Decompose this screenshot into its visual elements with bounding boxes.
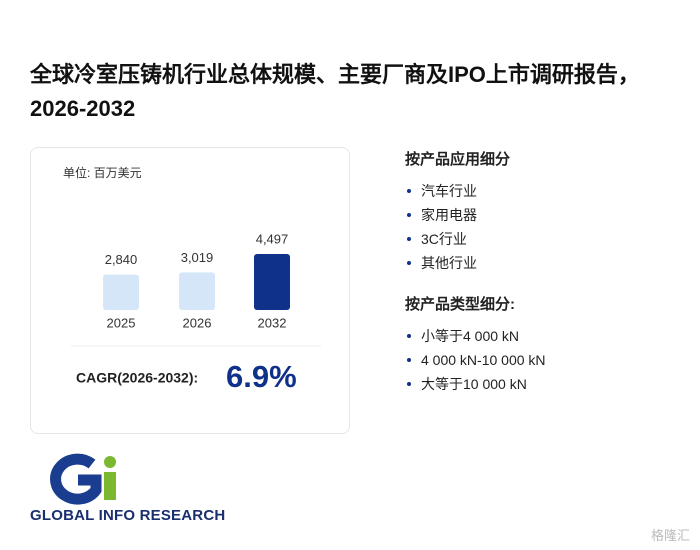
segment-item: 其他行业	[405, 251, 510, 275]
cagr-value: 6.9%	[226, 359, 297, 394]
segment: 按产品类型细分: 小等于4 000 kN 4 000 kN-10 000 kN 大等…	[405, 293, 546, 396]
logo-text: GLOBAL INFO RESEARCH	[30, 507, 226, 524]
value-label: 3,019	[181, 250, 214, 265]
segment-heading: 按产品类型细分:	[405, 296, 515, 313]
unit-label: 单位: 百万美元	[63, 165, 142, 180]
bar	[103, 274, 139, 310]
logo-g	[50, 453, 102, 505]
segment-list: 汽车行业 家用电器 3C行业 其他行业	[405, 179, 510, 275]
segment-heading: 按产品应用细分	[405, 151, 511, 168]
bar	[179, 272, 215, 310]
logo-graphic	[50, 453, 116, 505]
value-label: 4,497	[256, 231, 289, 246]
watermark: 格隆汇	[650, 528, 690, 543]
segment-item: 4 000 kN-10 000 kN	[405, 348, 546, 372]
logo-i	[104, 472, 116, 500]
logo-dot	[104, 456, 116, 468]
segment-item: 小等于4 000 kN	[405, 324, 546, 348]
bar	[254, 254, 290, 310]
category-label: 2025	[107, 315, 136, 330]
bar-chart: 单位: 百万美元 CAGR(2026-2032): 6.9% 2,840 2025…	[63, 165, 321, 394]
market-card: 单位: 百万美元 CAGR(2026-2032): 6.9% 2,840 2025…	[30, 147, 350, 434]
segment-item: 家用电器	[405, 203, 510, 227]
segment-item: 汽车行业	[405, 179, 510, 203]
segment-item: 大等于10 000 kN	[405, 372, 546, 396]
segment: 按产品应用细分 汽车行业 家用电器 3C行业 其他行业	[405, 148, 510, 275]
category-label: 2032	[258, 315, 287, 330]
cagr-label: CAGR(2026-2032):	[76, 370, 198, 386]
category-label: 2026	[183, 315, 212, 330]
value-label: 2,840	[105, 252, 138, 267]
segment-item: 3C行业	[405, 227, 510, 251]
report-title: 全球冷室压铸机行业总体规模、主要厂商及IPO上市调研报告，2026-2032	[30, 62, 640, 121]
segment-list: 小等于4 000 kN 4 000 kN-10 000 kN 大等于10 000 k…	[405, 324, 546, 396]
